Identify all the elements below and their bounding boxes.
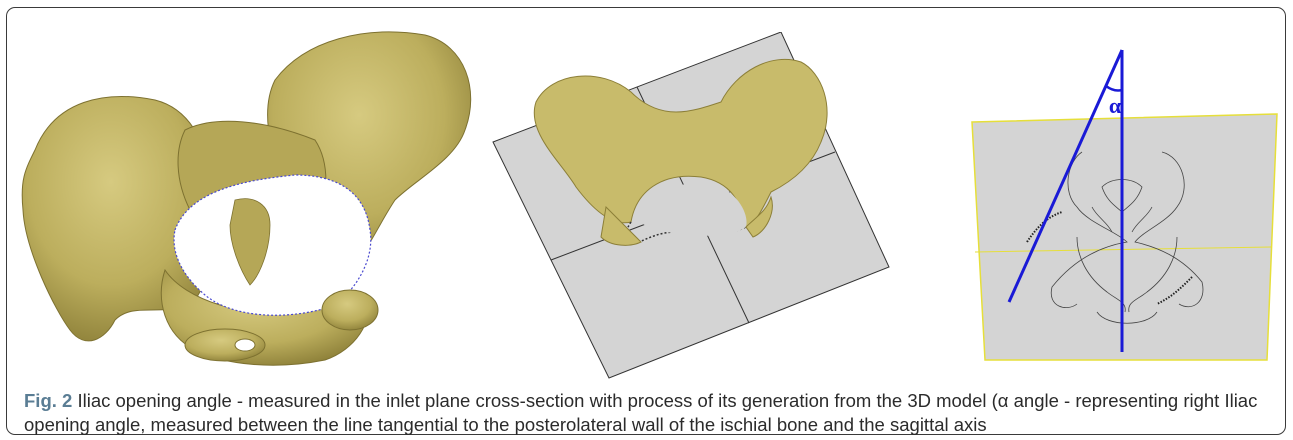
angle-arc <box>1105 84 1123 92</box>
figure-caption-text: Iliac opening angle - measured in the in… <box>24 390 1258 435</box>
alpha-angle-label: α <box>1109 93 1122 118</box>
tangent-line <box>1007 49 1124 303</box>
pelvis-on-inlet-plane-image <box>492 32 890 379</box>
figure-label: Fig. 2 <box>24 390 73 411</box>
pelvis-3d-model-image <box>21 31 472 366</box>
figure-caption: Fig. 2 Iliac opening angle - measured in… <box>24 389 1279 437</box>
inlet-cross-section-angle-diagram: α <box>971 49 1278 361</box>
figure-frame: α Fig. 2 Iliac opening angle - measured … <box>6 7 1286 435</box>
